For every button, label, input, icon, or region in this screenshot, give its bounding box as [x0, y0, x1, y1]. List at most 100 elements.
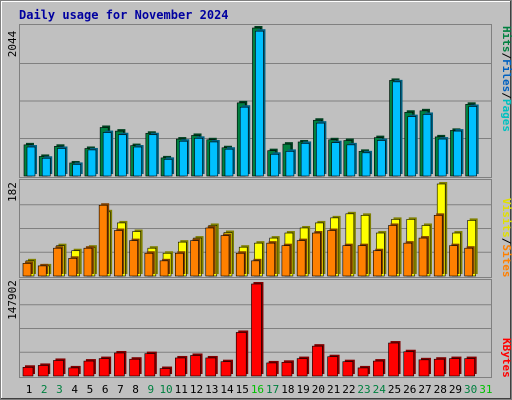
day-label: 2: [41, 383, 48, 396]
files-bar: [346, 144, 356, 177]
sites-bar: [266, 242, 275, 277]
sites-bar: [388, 225, 397, 277]
sites-bar: [220, 235, 230, 277]
sites-bar: [235, 252, 245, 277]
files-bar: [179, 140, 188, 177]
day-label: 16: [251, 383, 264, 396]
files-bar: [437, 138, 447, 177]
sites-bar: [342, 245, 352, 277]
files-bar: [194, 138, 203, 177]
sites-bar: [251, 260, 260, 277]
kbytes-bar: [312, 345, 323, 377]
files-bar: [163, 159, 173, 177]
day-label: 10: [159, 383, 172, 396]
chart-title: Daily usage for November 2024: [19, 8, 229, 22]
day-label: 26: [403, 383, 416, 396]
legend-hits-files: Hits/Files/Pages: [500, 26, 512, 132]
kbytes-bar: [129, 358, 140, 377]
files-bar: [72, 164, 81, 177]
day-label: 11: [175, 383, 188, 396]
sites-bar: [433, 215, 443, 277]
kbytes-bar: [53, 360, 64, 377]
day-label: 3: [56, 383, 63, 396]
kbytes-bar: [220, 361, 232, 377]
legend-files: Files: [500, 59, 512, 92]
sites-bar: [98, 204, 108, 277]
kbytes-bar: [251, 283, 262, 377]
day-label: 15: [236, 383, 249, 396]
files-bar: [331, 142, 340, 177]
kbytes-bar: [190, 355, 201, 377]
day-label: 13: [205, 383, 218, 396]
day-label: 9: [148, 383, 155, 396]
sites-bar: [296, 240, 306, 277]
files-bar: [26, 146, 36, 177]
files-bar: [392, 81, 401, 177]
legend-sites: Sites: [500, 244, 512, 277]
sites-bar: [449, 245, 458, 277]
sites-bar: [159, 260, 169, 277]
legend-sep-1: /: [500, 53, 512, 60]
kbytes-bar: [464, 358, 475, 377]
sites-bar: [464, 247, 473, 277]
day-label: 7: [117, 383, 124, 396]
day-label: 30: [464, 383, 477, 396]
kbytes-bar: [403, 351, 415, 377]
legend-sep-3: /: [500, 238, 512, 245]
day-label: 6: [102, 383, 109, 396]
kbytes-bars: [22, 282, 477, 377]
files-bar: [118, 134, 127, 177]
kbytes-bar: [37, 365, 49, 377]
kbytes-bar: [433, 358, 445, 377]
day-label: 8: [132, 383, 139, 396]
day-label: 17: [266, 383, 279, 396]
day-label: 31: [479, 383, 492, 396]
day-label: 23: [357, 383, 370, 396]
kbytes-bar: [388, 342, 399, 377]
legend-sep-2: /: [500, 92, 512, 99]
day-label: 21: [327, 383, 340, 396]
files-bar: [270, 153, 279, 177]
sites-bar: [281, 245, 291, 277]
legend-sites-visits: Visits/Sites: [500, 198, 512, 278]
day-label: 1: [26, 383, 33, 396]
kbytes-bar: [266, 362, 277, 377]
sites-bar: [83, 247, 93, 277]
files-bar: [224, 148, 234, 177]
day-label: 22: [342, 383, 355, 396]
day-label: 14: [220, 383, 234, 396]
sites-bar: [68, 258, 77, 277]
files-bar: [285, 151, 295, 177]
files-bar: [57, 148, 66, 177]
day-labels: 1 2 3 4 5 6 7 8 9 10 11 12 13 14 15 16 17 18 19 20 21 22 23 24 2…: [26, 383, 493, 396]
sites-bar: [205, 227, 215, 277]
kbytes-bar: [281, 362, 293, 377]
sites-bar: [418, 237, 428, 277]
kbytes-bar: [357, 367, 369, 377]
files-bar: [361, 152, 371, 177]
sites-bar: [175, 252, 184, 277]
kbytes-bar: [235, 332, 247, 377]
day-label: 19: [297, 383, 310, 396]
kbytes-bar: [372, 360, 384, 377]
legend-visits: Visits: [500, 198, 512, 238]
files-bar: [255, 30, 264, 177]
files-bar: [41, 157, 51, 177]
kbytes-bar: [205, 357, 217, 377]
kbytes-bar: [114, 352, 125, 377]
files-bar: [422, 114, 432, 177]
sites-visits-bars: [22, 182, 478, 277]
kbytes-bar: [418, 359, 430, 377]
visits-max-label: 182: [6, 182, 19, 202]
sites-bar: [129, 240, 138, 277]
sites-bar: [312, 232, 321, 277]
sites-bar: [114, 230, 123, 277]
files-bar: [133, 146, 142, 177]
day-label: 18: [281, 383, 294, 396]
files-bar: [407, 116, 417, 177]
kbytes-bar: [296, 358, 308, 377]
kbytes-bar: [68, 367, 79, 377]
sites-bar: [37, 265, 47, 277]
day-label: 5: [87, 383, 94, 396]
